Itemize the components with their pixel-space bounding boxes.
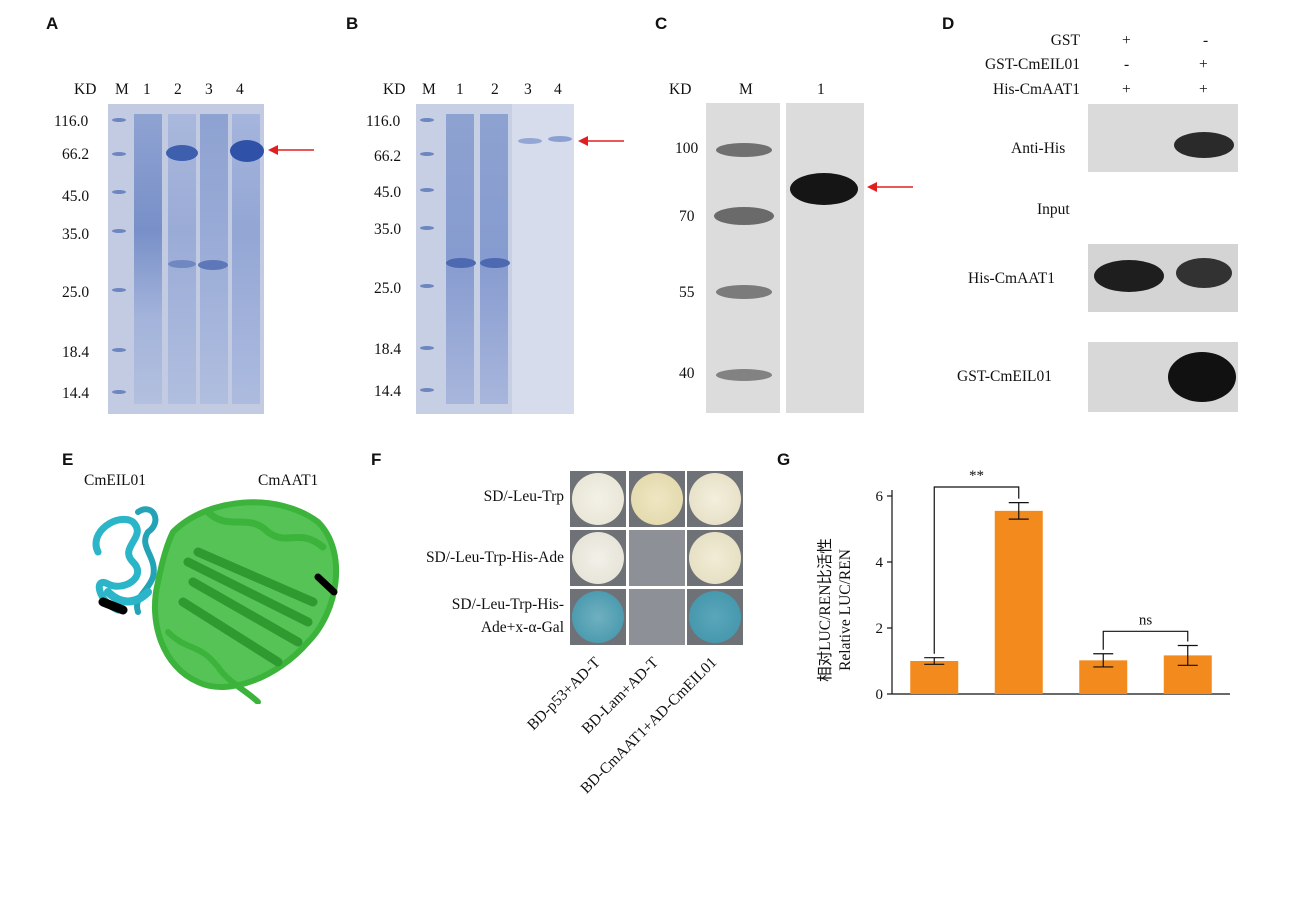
gel-a-header-2: 2 bbox=[174, 81, 182, 98]
y-tick-label: 2 bbox=[876, 621, 884, 637]
y2h-medium-label: SD/-Leu-Trp-His- bbox=[451, 596, 564, 613]
pulldown-sign: - bbox=[1203, 32, 1209, 49]
gel-c-header-1: 1 bbox=[817, 81, 825, 98]
gel-c-marker: 100 bbox=[675, 140, 699, 157]
arrow-icon bbox=[867, 182, 913, 192]
panel-f-letter: F bbox=[371, 450, 382, 469]
panel-e-letter: E bbox=[62, 450, 74, 469]
blot-label-gst-cmeil01: GST-CmEIL01 bbox=[957, 368, 1053, 385]
pulldown-sign: + bbox=[1199, 56, 1208, 73]
significance-bracket bbox=[933, 486, 1020, 654]
panel-b-letter: B bbox=[346, 14, 359, 33]
y-tick-label: 4 bbox=[876, 555, 884, 571]
significance-bracket bbox=[1102, 630, 1189, 650]
pulldown-sign: + bbox=[1122, 32, 1131, 49]
gel-c-marker: 40 bbox=[679, 365, 695, 382]
gel-b-marker: 25.0 bbox=[374, 280, 402, 297]
gel-b-header-2: 2 bbox=[491, 81, 499, 98]
blot-gst-cmeil01 bbox=[1088, 342, 1238, 412]
gel-b-image bbox=[416, 104, 574, 414]
gel-b-header-kd: KD bbox=[383, 81, 406, 98]
gel-a-header-3: 3 bbox=[205, 81, 213, 98]
gel-c-marker: 70 bbox=[679, 208, 695, 225]
bar bbox=[910, 661, 959, 694]
significance-bracket-label: ** bbox=[969, 470, 984, 484]
y2h-medium-label: SD/-Leu-Trp-His-Ade bbox=[425, 549, 564, 566]
pulldown-sign: - bbox=[1124, 56, 1130, 73]
panel-g-letter: G bbox=[777, 450, 791, 469]
protein-label-cmeil01: CmEIL01 bbox=[84, 472, 146, 489]
gel-b-marker: 66.2 bbox=[374, 148, 402, 165]
gel-b-header-m: M bbox=[422, 81, 436, 98]
y2h-medium-label: SD/-Leu-Trp bbox=[483, 488, 564, 505]
gel-b-marker: 18.4 bbox=[374, 341, 402, 358]
gel-b-marker: 14.4 bbox=[374, 383, 402, 400]
gel-a-header-4: 4 bbox=[236, 81, 244, 98]
gel-a-marker: 14.4 bbox=[62, 385, 90, 402]
pulldown-sign: + bbox=[1122, 81, 1131, 98]
gel-b-header-3: 3 bbox=[524, 81, 532, 98]
blot-anti-his bbox=[1088, 104, 1238, 172]
gel-c-marker: 55 bbox=[679, 284, 695, 301]
panel-a-letter: A bbox=[46, 14, 59, 33]
arrow-icon bbox=[578, 136, 624, 146]
pulldown-row-label: His-CmAAT1 bbox=[993, 81, 1080, 98]
bar bbox=[994, 510, 1043, 694]
gel-a-marker: 116.0 bbox=[54, 113, 89, 130]
pulldown-row-label: GST-CmEIL01 bbox=[984, 56, 1080, 73]
gel-b-header-4: 4 bbox=[554, 81, 562, 98]
pulldown-row-label: GST bbox=[1050, 32, 1080, 49]
gel-a-marker: 25.0 bbox=[62, 284, 90, 301]
gel-b-marker: 116.0 bbox=[366, 113, 401, 130]
gel-b-header-1: 1 bbox=[456, 81, 464, 98]
y-tick-label: 6 bbox=[876, 489, 884, 505]
panel-d-letter: D bbox=[942, 14, 955, 33]
blot-label-his-cmaat1: His-CmAAT1 bbox=[968, 270, 1055, 287]
significance-bracket-label: ns bbox=[1139, 612, 1153, 628]
y2h-medium-label: Ade+x-α-Gal bbox=[480, 619, 564, 636]
luc-ren-bar-chart: 0 2 4 6 相对LUC/REN比活性 Relative LUC/REN ** ns bbox=[816, 470, 1230, 703]
gel-c-header-kd: KD bbox=[669, 81, 692, 98]
protein-structure-image bbox=[92, 499, 340, 704]
pulldown-sign: + bbox=[1199, 81, 1208, 98]
blot-his-cmaat1 bbox=[1088, 244, 1238, 312]
gel-a-marker: 66.2 bbox=[62, 146, 90, 163]
gel-a-marker: 18.4 bbox=[62, 344, 90, 361]
blot-label-input: Input bbox=[1037, 201, 1070, 218]
gel-a-header-1: 1 bbox=[143, 81, 151, 98]
blot-c-image bbox=[706, 103, 864, 413]
gel-a-image bbox=[108, 104, 264, 414]
arrow-icon bbox=[268, 145, 314, 155]
blot-label-anti-his: Anti-His bbox=[1011, 140, 1066, 157]
gel-b-marker: 35.0 bbox=[374, 221, 402, 238]
gel-a-marker: 35.0 bbox=[62, 226, 90, 243]
gel-b-marker: 45.0 bbox=[374, 184, 402, 201]
gel-c-header-m: M bbox=[739, 81, 753, 98]
y-tick-label: 0 bbox=[876, 687, 884, 703]
y-axis-label-en: Relative LUC/REN bbox=[837, 549, 854, 671]
protein-label-cmaat1: CmAAT1 bbox=[258, 472, 319, 489]
y-axis-label-cn: 相对LUC/REN比活性 bbox=[816, 538, 834, 682]
gel-a-header-kd: KD bbox=[74, 81, 97, 98]
panel-c-letter: C bbox=[655, 14, 668, 33]
gel-a-header-m: M bbox=[115, 81, 129, 98]
gel-a-marker: 45.0 bbox=[62, 188, 90, 205]
